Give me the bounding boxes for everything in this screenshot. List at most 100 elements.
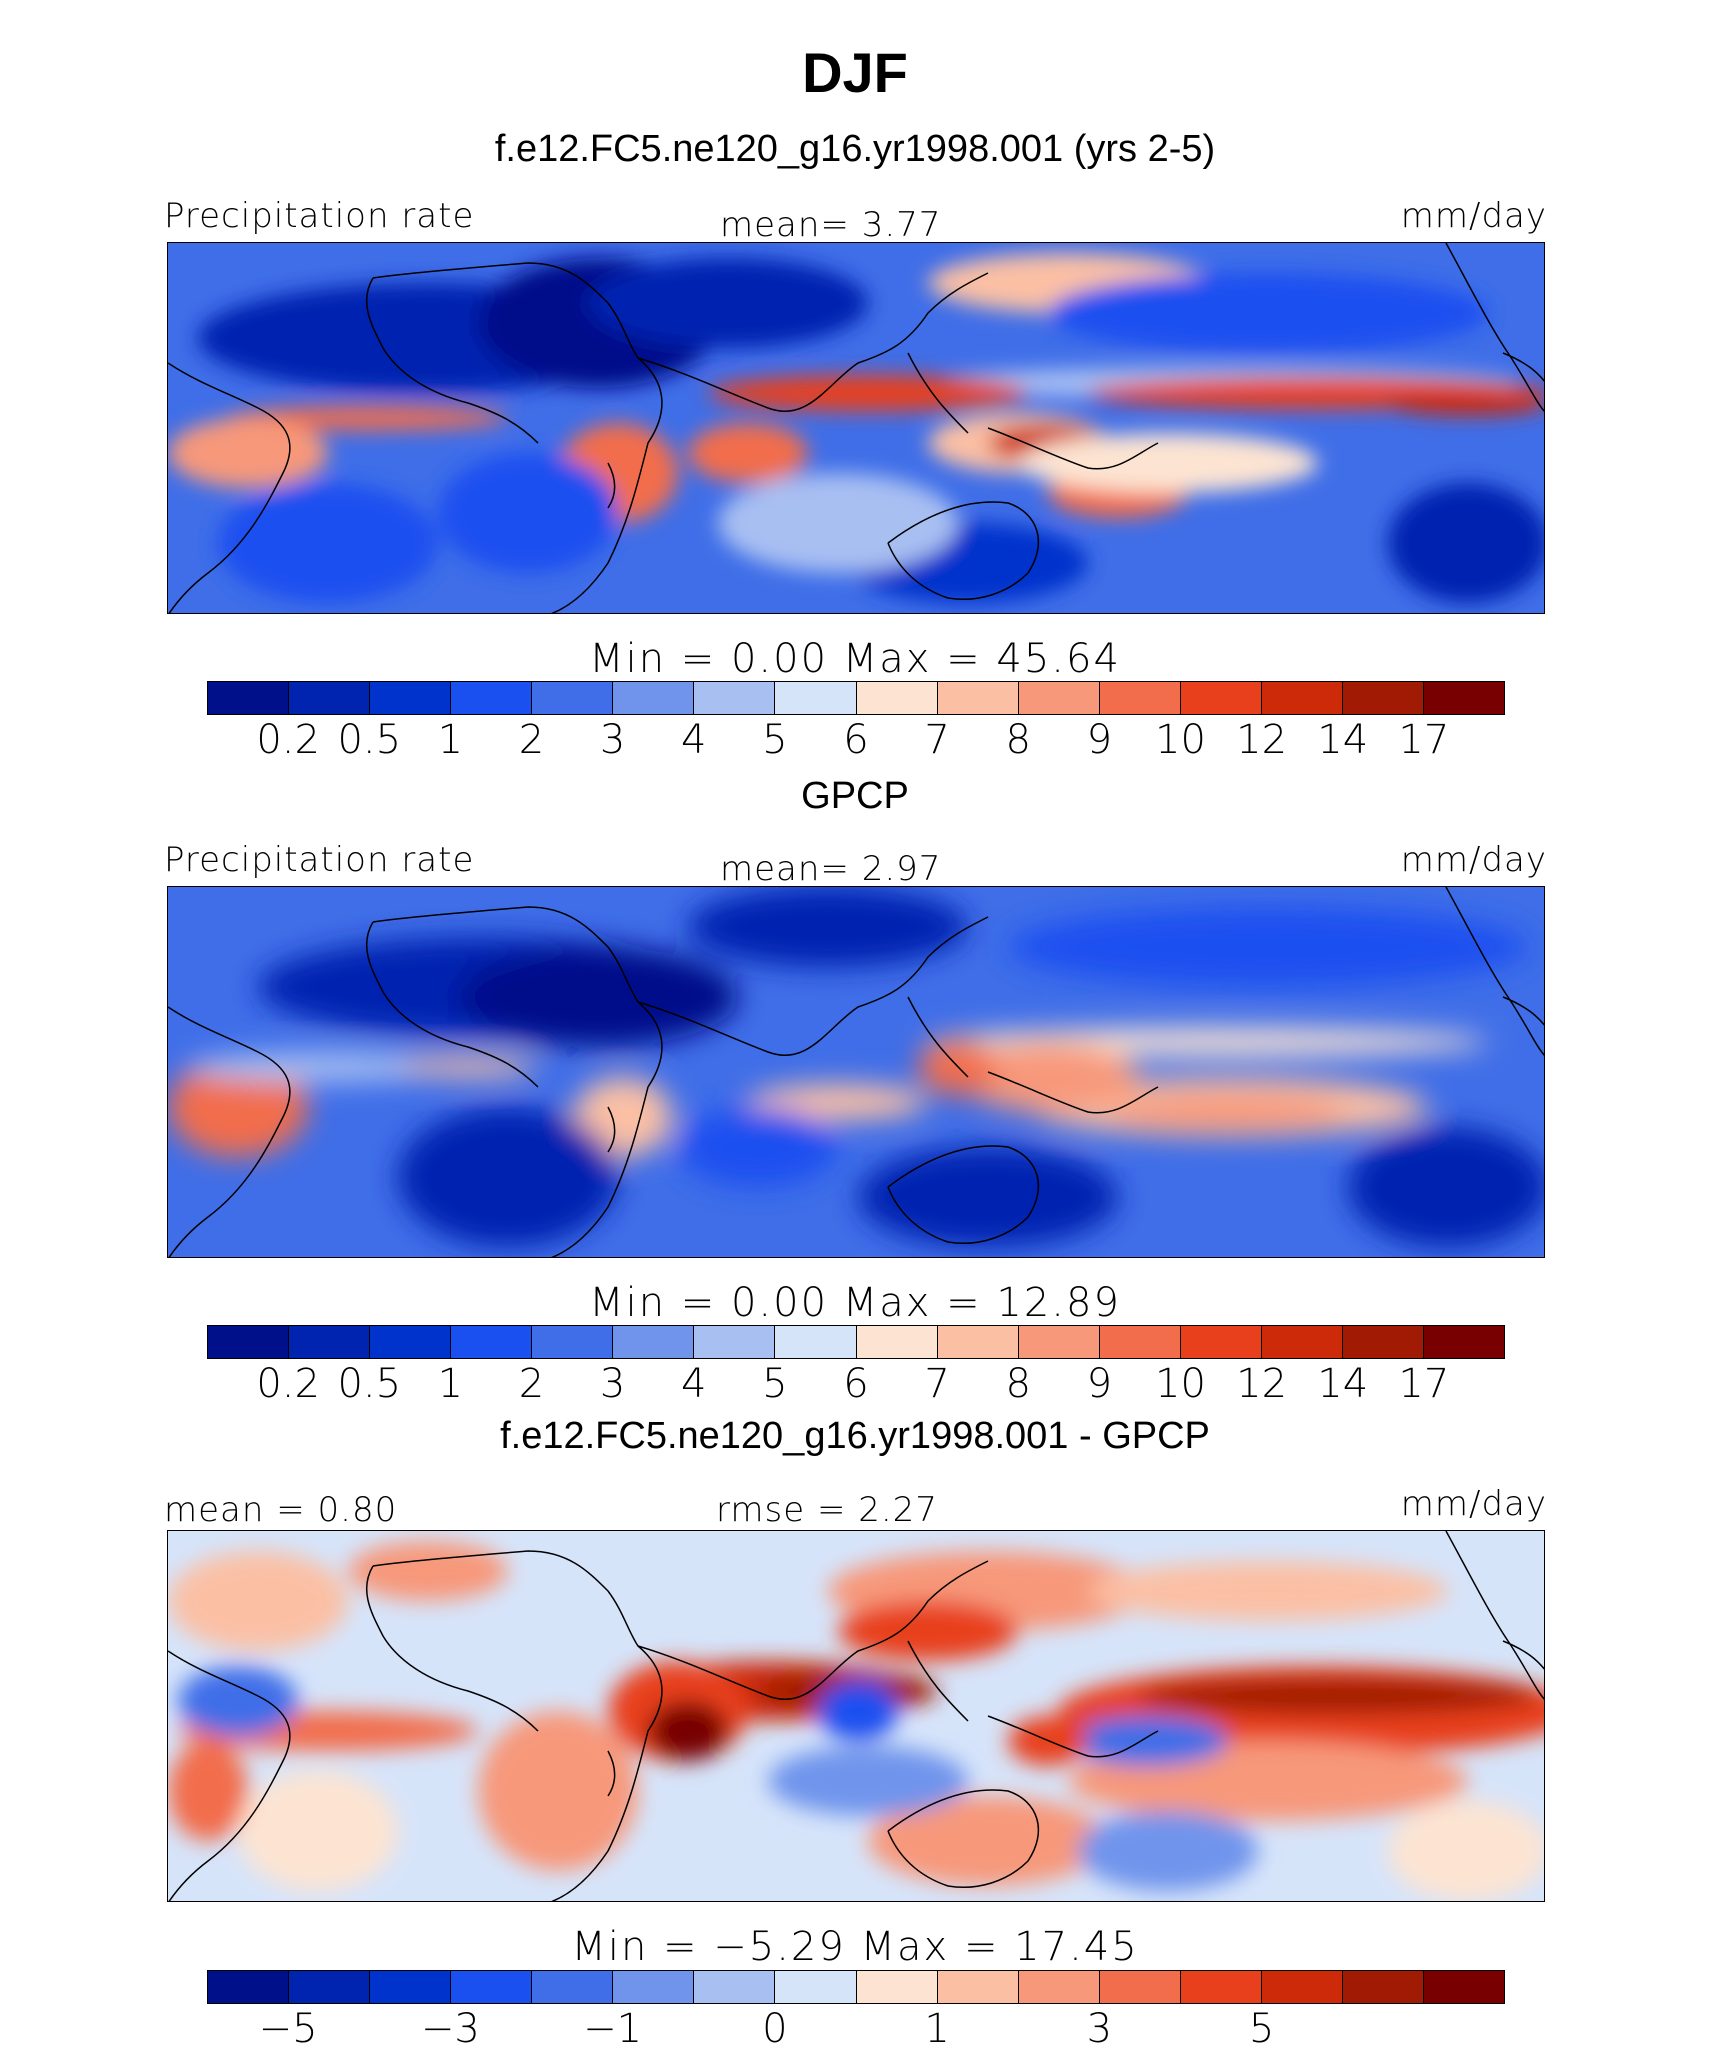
colorbar-swatch	[613, 1326, 695, 1358]
panel-diff-minmax: Min = −5.29 Max = 17.45	[571, 1924, 1139, 1970]
panel-obs-precip-field	[168, 887, 1544, 1257]
colorbar-swatch	[370, 1326, 452, 1358]
panel-model-map	[167, 242, 1545, 614]
colorbar-tick-label: 1	[437, 717, 464, 763]
colorbar-tick-label: 0.5	[337, 1361, 402, 1407]
colorbar-swatch	[1423, 1971, 1504, 2003]
colorbar-swatch	[1261, 1326, 1343, 1358]
colorbar-tick-label: 12	[1236, 1361, 1288, 1407]
panel-diff-mean-label: mean = 0.80	[164, 1490, 398, 1530]
colorbar-swatch	[208, 1971, 290, 2003]
colorbar-swatch	[1261, 682, 1343, 714]
colorbar-swatch	[289, 682, 371, 714]
colorbar-tick-label: 1	[924, 2006, 950, 2052]
colorbar-tick-label: 8	[1005, 717, 1031, 763]
colorbar-tick-label: −3	[420, 2006, 480, 2052]
colorbar-swatch	[451, 682, 533, 714]
colorbar-swatch	[694, 1971, 776, 2003]
panel-obs-colorbar	[207, 1325, 1505, 1359]
colorbar-tick-label: −5	[258, 2006, 318, 2052]
colorbar-swatch	[1261, 1971, 1343, 2003]
colorbar-swatch	[1180, 1971, 1262, 2003]
colorbar-tick-label: 7	[924, 717, 950, 763]
colorbar-swatch	[532, 682, 614, 714]
colorbar-tick-label: 14	[1317, 1361, 1369, 1407]
panel-diff-map	[167, 1530, 1545, 1902]
panel-model-units-label: mm/day	[1400, 196, 1547, 236]
panel-obs-units-label: mm/day	[1400, 840, 1547, 880]
colorbar-tick-label: 2	[518, 1361, 545, 1407]
colorbar-tick-label: 10	[1155, 1361, 1206, 1407]
colorbar-tick-label: 1	[437, 1361, 464, 1407]
colorbar-swatch	[694, 682, 776, 714]
colorbar-swatch	[1423, 682, 1504, 714]
colorbar-swatch	[613, 1971, 695, 2003]
colorbar-swatch	[775, 682, 857, 714]
colorbar-swatch	[937, 682, 1019, 714]
colorbar-swatch	[1018, 682, 1100, 714]
panel-obs-map	[167, 886, 1545, 1258]
colorbar-tick-label: 12	[1236, 717, 1288, 763]
colorbar-swatch	[937, 1971, 1019, 2003]
panel-obs-variable-label: Precipitation rate	[164, 840, 475, 880]
colorbar-tick-label: 4	[681, 717, 707, 763]
panel-model-mean-label: mean= 3.77	[720, 205, 942, 245]
panel-model-precip-field	[168, 243, 1544, 613]
colorbar-swatch	[532, 1326, 614, 1358]
figure-title: DJF	[802, 41, 908, 104]
panel-obs-title: GPCP	[801, 775, 909, 817]
colorbar-tick-label: 2	[518, 717, 545, 763]
colorbar-swatch	[775, 1326, 857, 1358]
colorbar-tick-label: 10	[1155, 717, 1206, 763]
colorbar-tick-label: 8	[1005, 1361, 1031, 1407]
colorbar-swatch	[370, 1971, 452, 2003]
colorbar-swatch	[1180, 682, 1262, 714]
panel-model-variable-label: Precipitation rate	[164, 196, 475, 236]
panel-diff-precip-field	[168, 1531, 1544, 1901]
colorbar-tick-label: 0.5	[337, 717, 402, 763]
colorbar-swatch	[1342, 682, 1424, 714]
colorbar-swatch	[370, 682, 452, 714]
panel-model-colorbar	[207, 681, 1505, 715]
colorbar-swatch	[1018, 1971, 1100, 2003]
colorbar-swatch	[1099, 1326, 1181, 1358]
colorbar-tick-label: 3	[1086, 2006, 1113, 2052]
colorbar-swatch	[856, 682, 938, 714]
colorbar-swatch	[1342, 1971, 1424, 2003]
colorbar-swatch	[937, 1326, 1019, 1358]
colorbar-swatch	[775, 1971, 857, 2003]
colorbar-swatch	[289, 1326, 371, 1358]
colorbar-tick-label: 9	[1086, 717, 1113, 763]
colorbar-swatch	[208, 682, 290, 714]
colorbar-swatch	[1342, 1326, 1424, 1358]
colorbar-swatch	[1018, 1326, 1100, 1358]
colorbar-swatch	[1423, 1326, 1504, 1358]
colorbar-swatch	[613, 682, 695, 714]
panel-diff-title: f.e12.FC5.ne120_g16.yr1998.001 - GPCP	[500, 1415, 1210, 1457]
colorbar-tick-label: 0.2	[256, 1361, 320, 1407]
colorbar-swatch	[532, 1971, 614, 2003]
colorbar-tick-label: 3	[599, 1361, 626, 1407]
colorbar-swatch	[451, 1326, 533, 1358]
colorbar-tick-label: 6	[843, 1361, 869, 1407]
colorbar-swatch	[1180, 1326, 1262, 1358]
panel-model-minmax: Min = 0.00 Max = 45.64	[589, 636, 1121, 682]
panel-diff-units-label: mm/day	[1400, 1484, 1547, 1524]
colorbar-tick-label: 17	[1398, 717, 1450, 763]
panel-obs-mean-label: mean= 2.97	[720, 849, 942, 889]
colorbar-tick-label: 5	[762, 717, 788, 763]
colorbar-swatch	[208, 1326, 290, 1358]
colorbar-tick-label: 5	[1248, 2006, 1275, 2052]
colorbar-swatch	[289, 1971, 371, 2003]
colorbar-swatch	[1099, 1971, 1181, 2003]
colorbar-tick-label: 0	[762, 2006, 788, 2052]
colorbar-tick-label: 3	[599, 717, 626, 763]
colorbar-tick-label: 6	[843, 717, 869, 763]
colorbar-swatch	[856, 1326, 938, 1358]
colorbar-swatch	[694, 1326, 776, 1358]
colorbar-swatch	[856, 1971, 938, 2003]
colorbar-tick-label: 0.2	[256, 717, 320, 763]
colorbar-tick-label: −1	[583, 2006, 643, 2052]
panel-model-title: f.e12.FC5.ne120_g16.yr1998.001 (yrs 2-5)	[494, 128, 1216, 170]
panel-obs-minmax: Min = 0.00 Max = 12.89	[589, 1280, 1121, 1326]
